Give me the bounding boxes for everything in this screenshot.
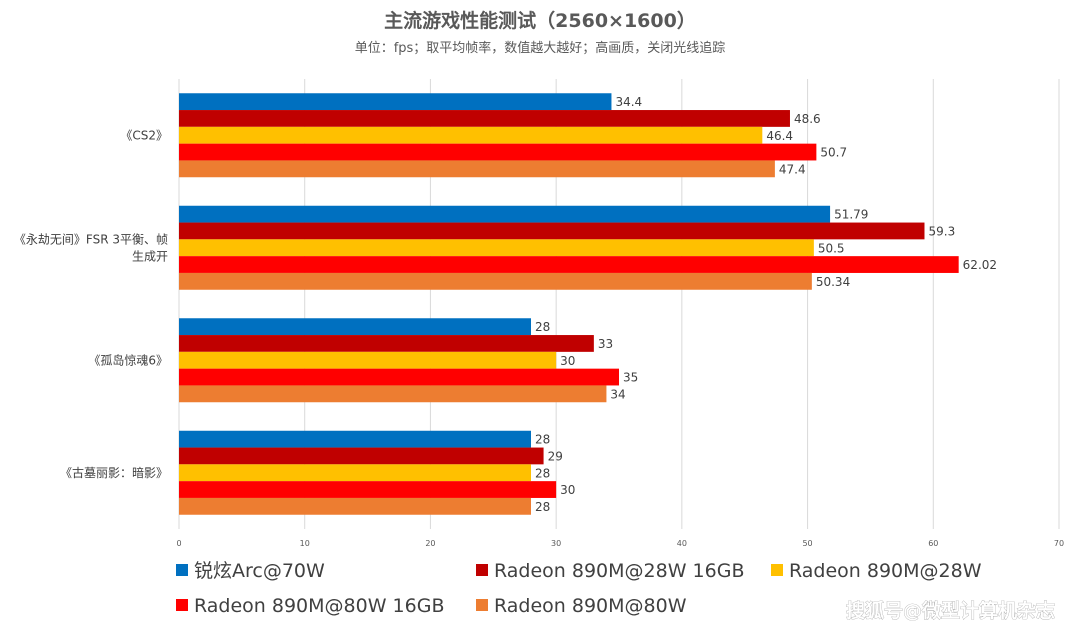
data-label: 33 <box>598 337 613 351</box>
x-tick-label: 60 <box>928 539 938 548</box>
data-label: 28 <box>535 320 550 334</box>
bar <box>179 430 531 448</box>
data-label: 28 <box>535 466 550 480</box>
data-label: 30 <box>560 483 575 497</box>
bar <box>179 481 557 498</box>
legend: 锐炫Arc@70W Radeon 890M@28W 16GB Radeon 890M… <box>176 560 982 617</box>
data-label: 47.4 <box>779 162 806 176</box>
bar <box>179 222 925 240</box>
bar <box>179 93 612 111</box>
x-axis-ticks: 0 10 20 30 40 50 60 70 <box>176 539 1064 548</box>
legend-swatch <box>176 564 188 576</box>
watermark: 搜狐号@微型计算机杂志 <box>846 599 1055 622</box>
legend-swatch <box>476 564 488 576</box>
data-label: 34.4 <box>615 95 642 109</box>
data-label: 30 <box>560 354 575 368</box>
bar <box>179 447 544 465</box>
category-label: 《CS2》 <box>120 128 168 142</box>
bar <box>179 143 817 161</box>
data-label: 50.34 <box>816 275 850 289</box>
data-label: 34 <box>610 387 625 401</box>
bars <box>179 93 959 515</box>
x-tick-label: 0 <box>176 539 181 548</box>
bar <box>179 335 594 352</box>
data-label: 62.02 <box>963 258 997 272</box>
bar <box>179 126 763 144</box>
legend-label: Radeon 890M@80W <box>494 595 687 617</box>
bar <box>179 385 607 403</box>
x-tick-label: 70 <box>1054 539 1064 548</box>
data-label: 28 <box>535 433 550 447</box>
data-label: 28 <box>535 500 550 514</box>
bar <box>179 351 557 369</box>
bar <box>179 239 814 257</box>
x-tick-label: 30 <box>551 539 561 548</box>
x-tick-label: 10 <box>300 539 310 548</box>
bar <box>179 205 831 223</box>
legend-swatch <box>771 564 783 576</box>
legend-label: 锐炫Arc@70W <box>194 560 325 582</box>
x-tick-label: 40 <box>677 539 687 548</box>
bar <box>179 497 531 515</box>
data-labels: 34.4 48.646.4 50.7 47.4 51.79 59.3 50.5 62.02 50… <box>535 95 997 514</box>
legend-label: Radeon 890M@28W 16GB <box>494 560 744 582</box>
bar <box>179 318 531 336</box>
legend-swatch <box>176 599 188 611</box>
legend-label: Radeon 890M@28W <box>789 560 982 582</box>
data-label: 50.7 <box>820 146 847 160</box>
data-label: 29 <box>548 449 563 463</box>
category-label: 《古墓丽影：暗影》 <box>60 465 168 480</box>
data-label: 59.3 <box>928 224 955 238</box>
bar <box>179 160 775 178</box>
category-label: 《永劫无间》FSR 3平衡、帧 <box>14 232 168 246</box>
category-label: 生成开 <box>132 249 168 263</box>
chart-title: 主流游戏性能测试（2560×1600） <box>384 9 696 32</box>
data-label: 51.79 <box>834 208 868 222</box>
x-tick-label: 20 <box>425 539 435 548</box>
x-tick-label: 50 <box>802 539 812 548</box>
data-label: 50.5 <box>818 241 845 255</box>
data-label: 48.6 <box>794 112 821 126</box>
bar <box>179 368 619 386</box>
data-label: 35 <box>623 371 638 385</box>
chart-subtitle: 单位：fps；取平均帧率，数值越大越好；高画质，关闭光线追踪 <box>355 40 726 56</box>
bar <box>179 110 790 127</box>
legend-label: Radeon 890M@80W 16GB <box>194 595 444 617</box>
data-label: 46.4 <box>766 129 793 143</box>
bar <box>179 272 812 290</box>
legend-swatch <box>476 599 488 611</box>
category-label: 《孤岛惊魂6》 <box>88 352 168 367</box>
bar <box>179 256 959 273</box>
bar <box>179 464 531 482</box>
